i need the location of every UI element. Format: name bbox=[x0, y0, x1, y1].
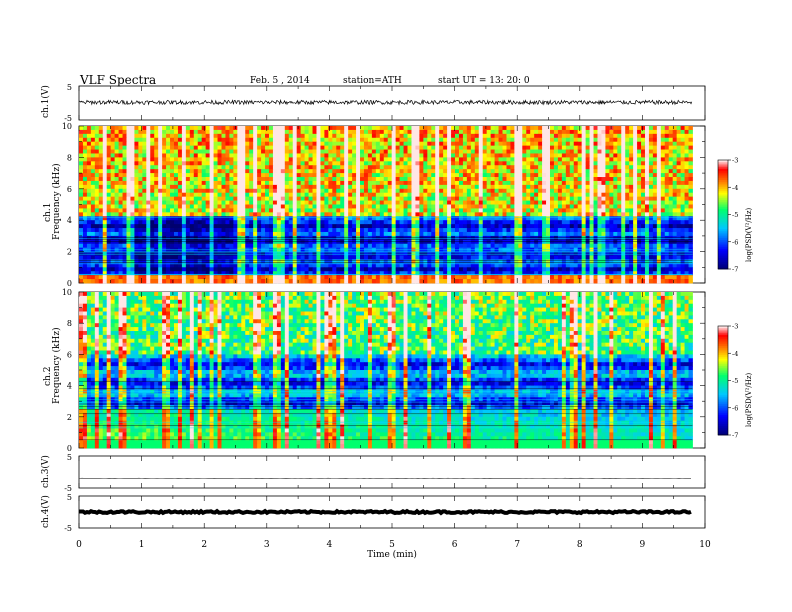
colorbar-tick-label: -4 bbox=[732, 184, 738, 192]
ch4-waveform bbox=[79, 508, 692, 516]
ch1-spectrogram-ytick-label: 2 bbox=[67, 248, 72, 257]
colorbar-tick-label: -7 bbox=[732, 266, 738, 274]
x-tick-label: 4 bbox=[327, 540, 333, 550]
colorbar-tick-label: -5 bbox=[732, 211, 738, 219]
colorbar-tick-label: -7 bbox=[732, 432, 738, 440]
ch2-colorbar: -3 -4 -5 -6 -7 bbox=[717, 323, 738, 440]
ch2-spectrogram bbox=[79, 292, 693, 449]
ch2-spectrogram-ytick-label: 8 bbox=[67, 319, 72, 328]
ch2-spectrogram-ytick-label: 10 bbox=[62, 288, 72, 297]
ch2-spectrogram-ytick-label: 2 bbox=[67, 413, 72, 422]
ch2-spectrogram-ytick-label: 0 bbox=[67, 444, 72, 453]
ch2-colorbar-label: log(PSD(V²/Hz) bbox=[745, 372, 753, 427]
ch1-ytick-label: -5 bbox=[64, 114, 72, 123]
ch1-spectrogram-channel-title: ch.1 bbox=[43, 203, 53, 222]
ch1-spectrogram-ytick-label: 0 bbox=[67, 279, 72, 288]
ch1-spectrogram-ytick-label: 8 bbox=[67, 153, 72, 162]
ch1-spectrogram-ytick-label: 4 bbox=[67, 216, 72, 225]
ch1-waveform bbox=[78, 98, 693, 106]
start-label: start UT = 13: 20: 0 bbox=[438, 76, 530, 86]
ch3-ytick-label: 5 bbox=[67, 453, 72, 462]
x-tick-label: 9 bbox=[640, 540, 646, 550]
x-tick-label: 1 bbox=[139, 540, 145, 550]
colorbar-tick-label: -3 bbox=[732, 323, 738, 331]
ch3-ytick-label: -5 bbox=[64, 484, 72, 493]
ch1-ytick-label: 5 bbox=[67, 83, 72, 92]
x-axis-title: Time (min) bbox=[367, 549, 417, 560]
ch2-spectrogram-ytick-label: 6 bbox=[67, 350, 72, 359]
ch4-ytick-label: -5 bbox=[64, 524, 72, 533]
ch2-spectrogram-channel-title: ch.2 bbox=[43, 367, 53, 386]
ch2-spectrogram-ytick-label: 4 bbox=[67, 382, 72, 391]
ch2-frequency-axis-title: Frequency (kHz) bbox=[51, 327, 62, 404]
ch1-colorbar: -3 -4 -5 -6 -7 bbox=[717, 157, 738, 274]
ch1-frequency-axis-title: Frequency (kHz) bbox=[51, 163, 62, 240]
ch4-ytick-label: 5 bbox=[67, 493, 72, 502]
x-tick-label: 5 bbox=[389, 540, 395, 550]
colorbar-tick-label: -6 bbox=[732, 404, 738, 412]
station-label: station=ATH bbox=[343, 76, 402, 86]
ch1-spectrogram-ytick-label: 6 bbox=[67, 185, 72, 194]
x-tick-label: 6 bbox=[452, 540, 458, 550]
ch4-axis-title: ch.4(V) bbox=[40, 495, 51, 528]
ch1-spectrogram bbox=[79, 126, 693, 284]
x-tick-label: 7 bbox=[514, 540, 520, 550]
colorbar-tick-label: -3 bbox=[732, 157, 738, 165]
colorbar-tick-label: -6 bbox=[732, 238, 738, 246]
x-tick-label: 0 bbox=[76, 540, 82, 550]
x-tick-label: 2 bbox=[201, 540, 207, 550]
ch1-colorbar-label: log(PSD(V²/Hz) bbox=[745, 207, 753, 262]
x-tick-label: 10 bbox=[699, 540, 711, 550]
date-label: Feb. 5 , 2014 bbox=[250, 76, 310, 86]
ch3-axis-title: ch.3(V) bbox=[40, 455, 51, 488]
x-tick-label: 3 bbox=[264, 540, 270, 550]
figure-title: VLF Spectra bbox=[79, 73, 156, 87]
colorbar-tick-label: -5 bbox=[732, 377, 738, 385]
x-tick-label: 8 bbox=[577, 540, 583, 550]
colorbar-tick-label: -4 bbox=[732, 350, 738, 358]
ch1-axis-title: ch.1(V) bbox=[40, 85, 51, 118]
ch1-spectrogram-ytick-label: 10 bbox=[62, 122, 72, 131]
